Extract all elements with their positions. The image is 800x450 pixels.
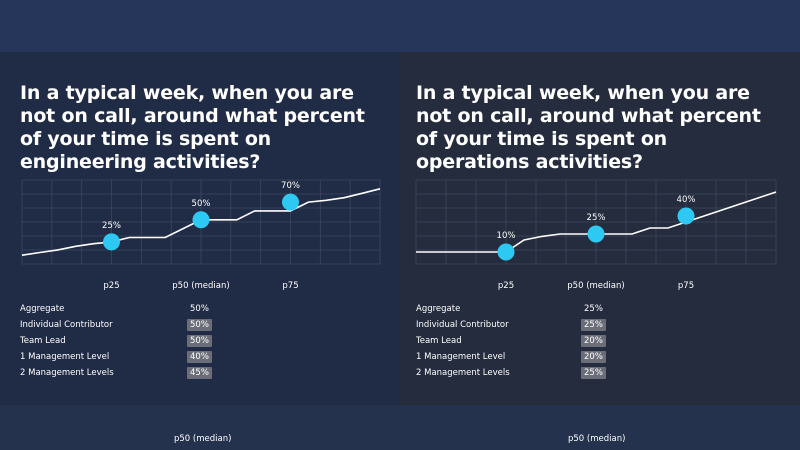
row-value: 40% xyxy=(187,351,212,363)
percentile-marker xyxy=(103,233,120,251)
percentile-marker xyxy=(192,211,210,229)
operations-panel: In a typical week, when you are not on c… xyxy=(400,52,800,444)
table-row: Individual Contributor 25% xyxy=(400,319,800,335)
marker-value-label: 25% xyxy=(587,213,606,223)
table-row: Aggregate 50% xyxy=(0,303,400,319)
x-tick-label: p50 (median) xyxy=(567,281,624,291)
table-row: Individual Contributor 50% xyxy=(0,319,400,335)
operations-question: In a typical week, when you are not on c… xyxy=(416,82,761,173)
percentile-marker xyxy=(497,243,515,261)
row-value: 45% xyxy=(187,367,212,379)
percentile-marker xyxy=(282,193,299,211)
slide-bottom-band xyxy=(0,405,800,450)
row-value: 20% xyxy=(581,351,606,363)
row-label: Team Lead xyxy=(20,336,66,346)
row-value: 25% xyxy=(581,367,606,379)
engineering-chart: 25% p25 50% p50 (median) 70% p75 xyxy=(21,179,381,291)
table-footer: p50 (median) xyxy=(568,434,626,444)
x-tick-label: p75 xyxy=(282,281,298,291)
table-row: 2 Management Levels 45% xyxy=(0,367,400,383)
marker-value-label: 10% xyxy=(497,231,516,241)
table-row: Team Lead 20% xyxy=(400,335,800,351)
table-row: 2 Management Levels 25% xyxy=(400,367,800,383)
marker-value-label: 50% xyxy=(192,199,211,209)
slide-top-band xyxy=(0,0,800,52)
row-value: 50% xyxy=(187,319,212,331)
marker-value-label: 25% xyxy=(102,221,121,231)
operations-chart: 10% p25 25% p50 (median) 40% p75 xyxy=(415,179,777,291)
engineering-panel: In a typical week, when you are not on c… xyxy=(0,52,400,444)
row-value: 50% xyxy=(190,304,209,314)
row-value: 25% xyxy=(581,319,606,331)
x-tick-label: p25 xyxy=(103,281,119,291)
row-value: 50% xyxy=(187,335,212,347)
table-row: 1 Management Level 20% xyxy=(400,351,800,367)
chart-grid xyxy=(415,179,777,265)
row-label: 2 Management Levels xyxy=(20,368,114,378)
engineering-question: In a typical week, when you are not on c… xyxy=(20,82,365,173)
row-label: Aggregate xyxy=(416,304,461,314)
table-row: 1 Management Level 40% xyxy=(0,351,400,367)
row-label: 1 Management Level xyxy=(416,352,506,362)
row-label: 2 Management Levels xyxy=(416,368,510,378)
row-value: 20% xyxy=(581,335,606,347)
x-tick-label: p75 xyxy=(678,281,694,291)
table-row: Team Lead 50% xyxy=(0,335,400,351)
table-row: Aggregate 25% xyxy=(400,303,800,319)
percentile-marker xyxy=(677,207,695,225)
table-footer: p50 (median) xyxy=(174,434,232,444)
row-label: Team Lead xyxy=(416,336,462,346)
row-label: Individual Contributor xyxy=(20,320,113,330)
x-tick-label: p50 (median) xyxy=(172,281,229,291)
row-label: Aggregate xyxy=(20,304,65,314)
percentile-marker xyxy=(587,225,605,243)
marker-value-label: 40% xyxy=(677,195,696,205)
marker-value-label: 70% xyxy=(281,181,300,191)
row-label: 1 Management Level xyxy=(20,352,110,362)
row-value: 25% xyxy=(584,304,603,314)
row-label: Individual Contributor xyxy=(416,320,509,330)
x-tick-label: p25 xyxy=(498,281,514,291)
